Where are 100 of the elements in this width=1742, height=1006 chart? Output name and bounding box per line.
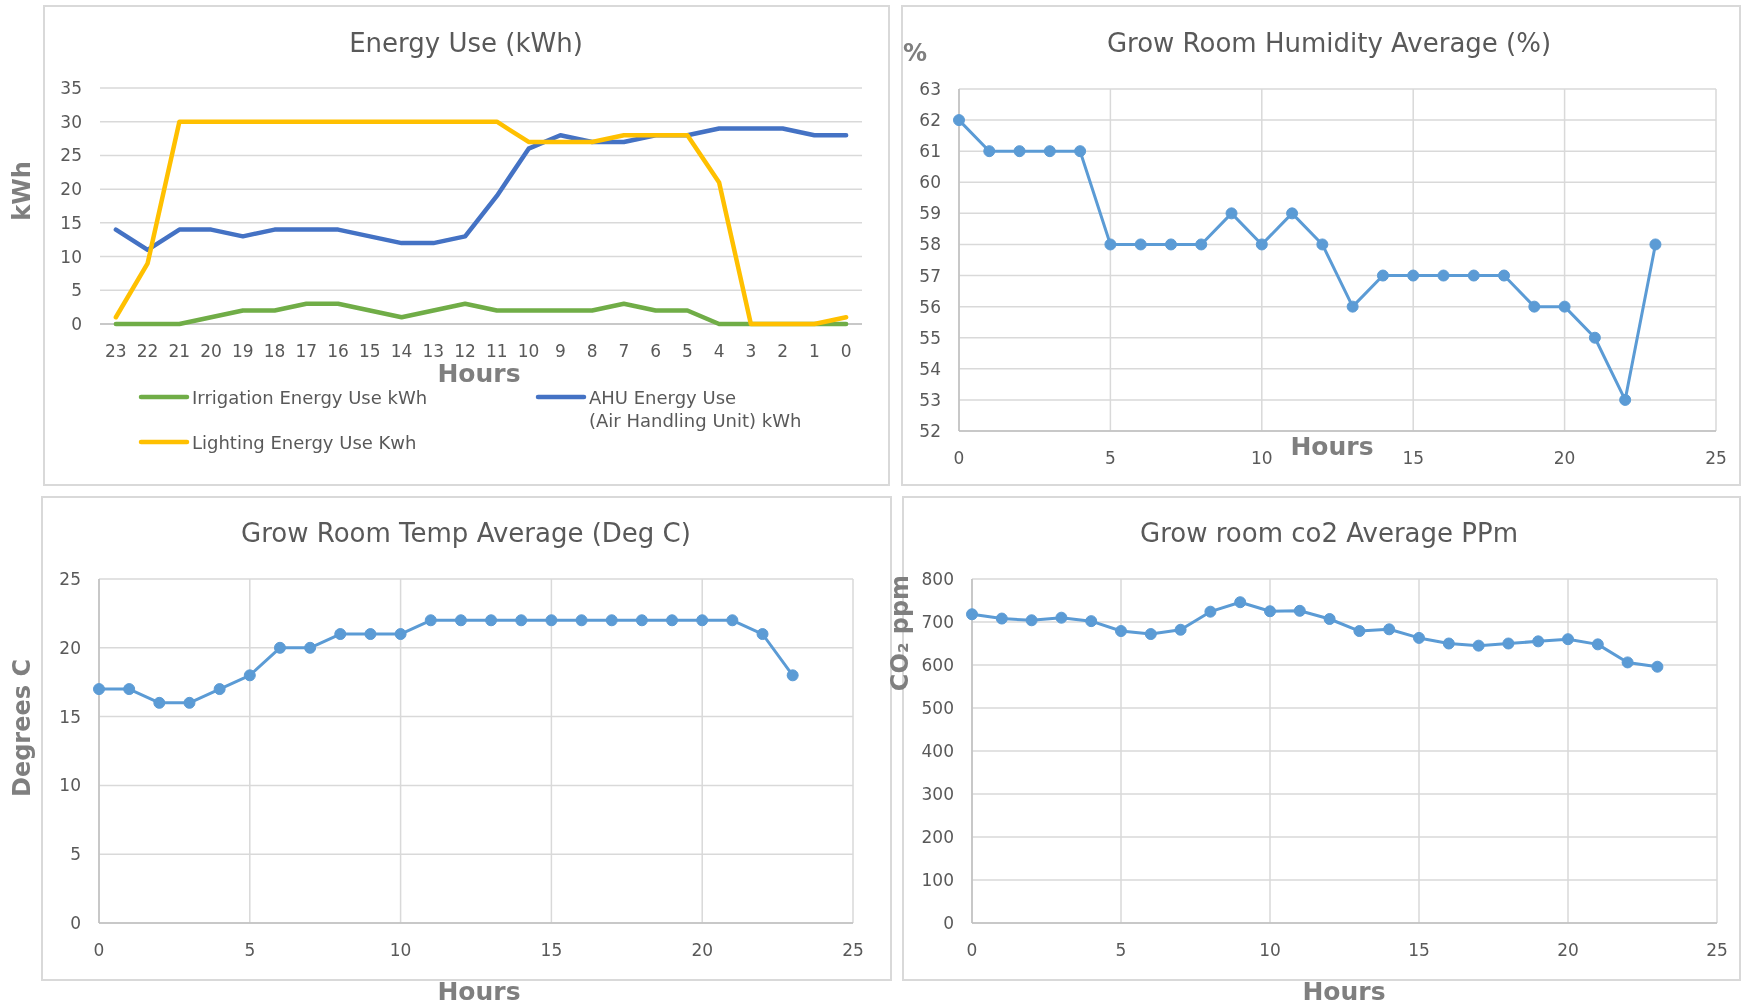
point: [1043, 145, 1056, 158]
x-tick-label: 20: [1557, 940, 1579, 960]
y-tick-label: 15: [59, 706, 81, 727]
point: [966, 608, 978, 621]
line-series: [113, 119, 849, 327]
x-tick-label: 25: [1706, 940, 1728, 960]
y-tick-label: 200: [921, 827, 954, 847]
x-tick-label: 5: [1115, 940, 1127, 960]
point: [213, 683, 226, 696]
point: [1532, 635, 1545, 648]
y-tick-label: 0: [943, 913, 954, 933]
point: [1621, 656, 1634, 669]
point: [1502, 637, 1515, 650]
chart-title: Energy Use (kWh): [349, 28, 583, 58]
x-tick-label: 10: [389, 940, 412, 960]
y-tick-label: 20: [60, 179, 82, 200]
point: [1174, 623, 1187, 636]
point: [1528, 300, 1541, 313]
point: [1134, 238, 1147, 251]
point: [123, 683, 136, 696]
y-tick-label: 25: [59, 569, 81, 589]
point: [485, 614, 498, 627]
x-tick-label: 15: [359, 341, 381, 361]
point: [1651, 660, 1664, 673]
point: [243, 669, 256, 682]
y-axis-title: %: [903, 39, 928, 67]
x-tick-label: 2: [777, 341, 789, 361]
y-axis-title: Degrees C: [8, 658, 36, 798]
x-tick-label: 22: [136, 341, 159, 361]
point: [1562, 633, 1574, 646]
point: [1376, 269, 1389, 282]
point: [575, 614, 588, 627]
point: [1085, 615, 1098, 628]
point: [1293, 604, 1306, 617]
y-tick-label: 61: [919, 141, 941, 162]
y-tick-label: 20: [59, 637, 81, 658]
point: [953, 114, 965, 127]
point: [1316, 238, 1329, 251]
x-tick-label: 21: [168, 341, 191, 361]
y-tick-label: 800: [921, 569, 954, 589]
y-tick-label: 300: [921, 784, 954, 804]
point: [666, 614, 679, 627]
chart-title: Grow Room Humidity Average (%): [1106, 28, 1552, 58]
point: [756, 628, 769, 641]
y-tick-label: 55: [919, 327, 941, 348]
point: [515, 614, 528, 627]
x-tick-label: 0: [93, 940, 105, 960]
x-tick-label: 12: [454, 341, 476, 361]
point: [1413, 631, 1425, 644]
x-tick-label: 13: [422, 341, 445, 361]
x-tick-label: 4: [713, 341, 725, 361]
y-tick-label: 100: [921, 870, 954, 890]
y-tick-label: 59: [919, 203, 941, 224]
point: [1055, 611, 1068, 624]
y-tick-label: 35: [60, 78, 82, 98]
x-tick-label: 10: [1250, 448, 1273, 468]
point: [786, 669, 799, 682]
point: [304, 641, 317, 654]
chart-title: Grow Room Temp Average (Deg C): [241, 518, 691, 548]
point: [454, 614, 467, 627]
point: [1353, 625, 1366, 638]
x-tick-label: 10: [1259, 940, 1281, 960]
y-tick-label: 25: [60, 145, 82, 166]
point: [1255, 238, 1268, 251]
legend-label: Irrigation Energy Use kWh: [192, 386, 428, 408]
x-tick-label: 6: [650, 341, 662, 361]
point: [1115, 625, 1127, 638]
point: [696, 614, 709, 627]
x-tick-label: 5: [681, 341, 693, 361]
point: [995, 612, 1008, 625]
y-tick-label: 0: [70, 913, 81, 933]
x-axis-title: Hours: [437, 977, 521, 1006]
point: [726, 614, 739, 627]
point: [1649, 238, 1662, 251]
point: [153, 696, 166, 709]
point: [983, 145, 996, 158]
x-tick-label: 14: [390, 341, 413, 361]
y-axis-title: CO₂ ppm: [886, 574, 914, 692]
y-tick-label: 700: [921, 612, 954, 632]
x-tick-label: 15: [540, 940, 563, 960]
x-tick-label: 5: [1104, 448, 1116, 468]
point: [1144, 628, 1157, 641]
y-tick-label: 56: [919, 296, 941, 317]
point: [1104, 238, 1117, 251]
x-axis-title: Hours: [1290, 432, 1374, 461]
point: [1467, 269, 1480, 282]
x-tick-label: 15: [1402, 448, 1425, 468]
y-tick-label: 30: [60, 111, 82, 132]
point: [605, 614, 618, 627]
point: [1025, 614, 1038, 627]
y-tick-label: 60: [919, 172, 941, 193]
point: [1383, 623, 1396, 636]
y-tick-label: 500: [921, 698, 954, 718]
y-tick-label: 10: [59, 775, 81, 796]
point: [1264, 605, 1276, 618]
x-tick-label: 25: [1705, 448, 1727, 468]
y-tick-label: 62: [919, 110, 941, 131]
y-tick-label: 57: [919, 265, 941, 286]
point: [273, 641, 286, 654]
point: [1164, 238, 1177, 251]
